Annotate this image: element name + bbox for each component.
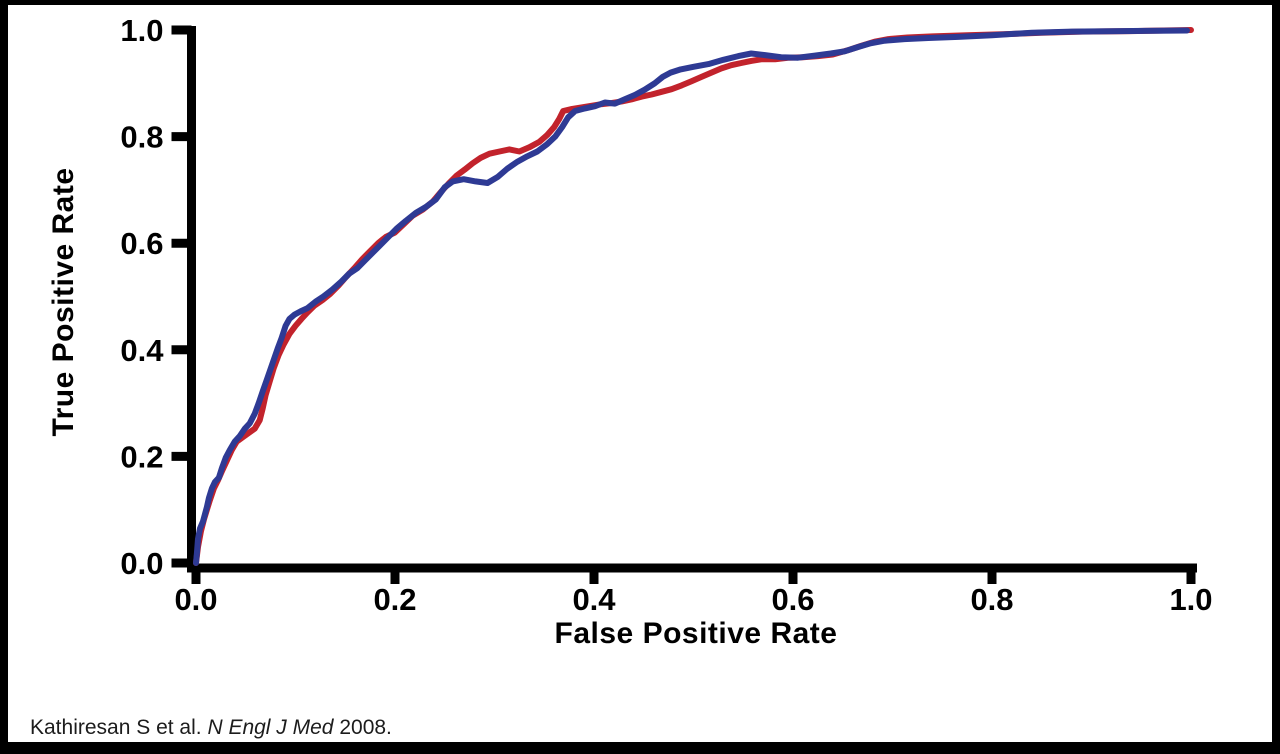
y-axis-title: True Positive Rate bbox=[47, 167, 80, 437]
citation-journal: N Engl J Med bbox=[207, 716, 334, 739]
x-tick-label: 0.8 bbox=[970, 582, 1013, 617]
y-tick-label: 0.2 bbox=[120, 439, 163, 474]
citation-year: 2008. bbox=[333, 716, 392, 739]
frame-border-left bbox=[0, 0, 8, 754]
frame-border-bottom bbox=[0, 742, 1280, 754]
citation: Kathiresan S et al. N Engl J Med 2008. bbox=[30, 716, 392, 740]
y-tick-label: 0.8 bbox=[120, 120, 163, 155]
x-tick-label: 0.0 bbox=[174, 582, 217, 617]
x-axis-title: False Positive Rate bbox=[554, 617, 838, 650]
x-tick-label: 0.2 bbox=[373, 582, 416, 617]
y-tick-label: 0.6 bbox=[120, 226, 163, 261]
roc-curve-red bbox=[193, 27, 1194, 566]
x-tick-label: 1.0 bbox=[1169, 582, 1212, 617]
x-tick-label: 0.6 bbox=[771, 582, 814, 617]
frame-border-top bbox=[0, 0, 1280, 5]
y-tick-label: 1.0 bbox=[120, 13, 163, 48]
y-tick-label: 0.0 bbox=[120, 546, 163, 581]
citation-authors: Kathiresan S et al. bbox=[30, 716, 208, 739]
frame-border-right bbox=[1272, 0, 1280, 754]
roc-curve-blue bbox=[193, 27, 1190, 566]
x-tick-label: 0.4 bbox=[572, 582, 616, 617]
y-tick-label: 0.4 bbox=[120, 333, 164, 368]
